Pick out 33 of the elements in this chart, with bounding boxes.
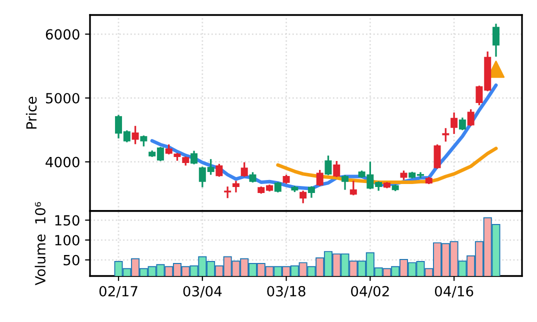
candlestick [324, 156, 332, 176]
candlestick [492, 24, 500, 57]
y-tick-label: 4000 [46, 156, 80, 168]
candlestick [333, 161, 340, 178]
y-axis-title: Price [26, 96, 37, 129]
y-tick-label: 50 [64, 254, 80, 266]
candlestick [450, 112, 458, 134]
candlestick [224, 186, 232, 198]
x-tick-label: 02/17 [99, 286, 138, 298]
x-tick-label: 03/18 [267, 286, 306, 298]
y-axis-title: Volume 10⁶ [34, 202, 46, 286]
candlestick [216, 164, 223, 177]
candlestick [342, 175, 348, 190]
candlestick [458, 118, 466, 130]
candlestick [240, 162, 248, 177]
y-tick-label: 6000 [46, 29, 80, 40]
candlestick [190, 150, 198, 164]
candlestick [232, 180, 240, 192]
x-tick-label: 04/02 [351, 286, 389, 298]
candlestick [300, 190, 307, 204]
candlestick [132, 126, 139, 144]
candlestick [316, 170, 324, 186]
x-tick-label: 04/16 [434, 286, 474, 298]
candlestick [140, 135, 148, 146]
candlestick [442, 128, 450, 142]
candlestick [434, 144, 441, 169]
candlestick [350, 180, 357, 196]
y-tick-label: 5000 [46, 92, 80, 104]
candlestick [467, 109, 474, 126]
y-tick-label: 100 [55, 234, 80, 246]
y-tick-label: 150 [55, 215, 80, 226]
candlestick [308, 186, 315, 198]
x-tick-label: 03/04 [183, 286, 222, 298]
